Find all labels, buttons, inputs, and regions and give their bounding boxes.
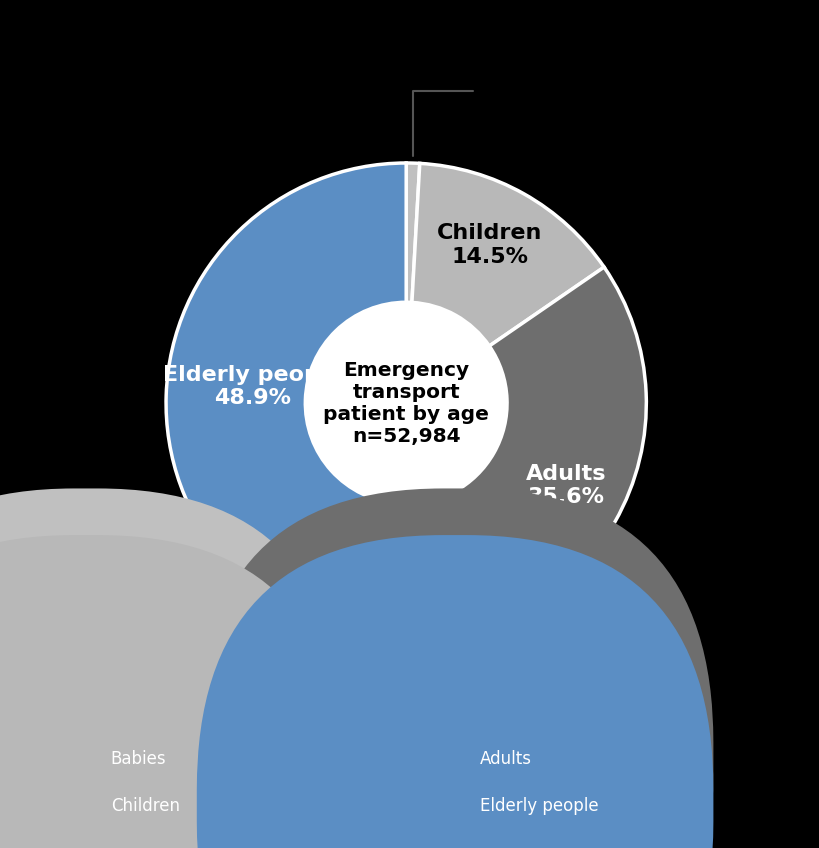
Text: Elderly people: Elderly people	[479, 796, 598, 815]
Circle shape	[305, 302, 506, 504]
Text: Children: Children	[111, 796, 179, 815]
Text: Babies 0.9%: Babies 0.9%	[413, 82, 590, 155]
Wedge shape	[390, 267, 645, 644]
Text: Emergency
transport
patient by age
n=52,984: Emergency transport patient by age n=52,…	[323, 360, 489, 446]
Wedge shape	[166, 163, 405, 643]
Text: Children
14.5%: Children 14.5%	[437, 223, 541, 266]
Text: Elderly people
48.9%: Elderly people 48.9%	[163, 365, 342, 409]
Text: Adults: Adults	[479, 750, 531, 768]
Text: Adults
35.6%: Adults 35.6%	[525, 464, 605, 507]
Wedge shape	[405, 163, 419, 303]
Wedge shape	[411, 164, 604, 346]
Text: Babies: Babies	[111, 750, 166, 768]
